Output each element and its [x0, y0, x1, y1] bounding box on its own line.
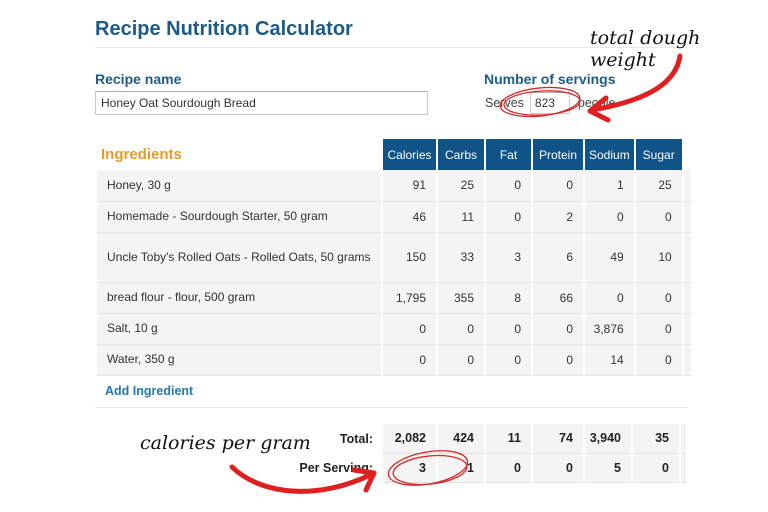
fat-cell: 0 [484, 201, 533, 233]
recipe-name-input[interactable] [95, 91, 428, 115]
ingredient-name[interactable]: Salt, 10 g [95, 313, 383, 345]
protein-cell: 0 [531, 344, 585, 376]
total-sugar: 35 [631, 424, 681, 454]
total-protein: 74 [531, 424, 585, 454]
protein-cell: 0 [531, 170, 585, 202]
per-serving-label: Per Serving: [280, 453, 382, 482]
carbs-cell: 33 [436, 232, 486, 283]
protein-cell: 0 [531, 313, 585, 345]
table-row[interactable]: Uncle Toby's Rolled Oats - Rolled Oats, … [95, 232, 693, 283]
per-serving-sodium: 5 [583, 453, 633, 483]
protein-cell: 6 [531, 232, 585, 283]
protein-cell: 66 [531, 282, 585, 314]
protein-cell: 2 [531, 201, 585, 233]
table-row[interactable]: Honey, 30 g 91 25 0 0 1 25 [95, 170, 693, 202]
carbs-cell: 25 [436, 170, 486, 202]
per-serving-calories: 3 [381, 453, 438, 483]
fat-cell: 3 [484, 232, 533, 283]
table-row[interactable]: bread flour - flour, 500 gram 1,795 355 … [95, 282, 693, 314]
column-header-fat[interactable]: Fat [484, 139, 533, 170]
column-header-protein[interactable]: Protein [531, 139, 585, 170]
servings-row: Serves people [485, 91, 615, 115]
sodium-cell: 14 [583, 344, 636, 376]
carbs-cell: 0 [436, 313, 486, 345]
calories-cell: 0 [381, 313, 438, 345]
calories-cell: 150 [381, 232, 438, 283]
servings-input[interactable] [529, 92, 570, 114]
carbs-cell: 355 [436, 282, 486, 314]
calories-cell: 1,795 [381, 282, 438, 314]
sugar-cell: 0 [633, 201, 684, 233]
fat-cell: 0 [484, 313, 533, 345]
table-row[interactable]: Homemade - Sourdough Starter, 50 gram 46… [95, 201, 693, 233]
ingredient-name[interactable]: bread flour - flour, 500 gram [95, 282, 383, 314]
total-calories: 2,082 [381, 424, 438, 454]
ingredient-name[interactable]: Uncle Toby's Rolled Oats - Rolled Oats, … [95, 232, 383, 283]
sodium-cell: 3,876 [583, 313, 636, 345]
table-row[interactable]: Water, 350 g 0 0 0 0 14 0 [95, 344, 693, 376]
per-serving-protein: 0 [531, 453, 585, 483]
sugar-cell: 10 [633, 232, 684, 283]
carbs-cell: 0 [436, 344, 486, 376]
total-row: Total: 2,082 424 11 74 3,940 35 [280, 424, 686, 454]
calories-cell: 0 [381, 344, 438, 376]
total-label: Total: [280, 424, 382, 453]
column-header-carbs[interactable]: Carbs [436, 139, 486, 170]
servings-label: Number of servings [484, 71, 616, 87]
ingredients-table: Calories Carbs Fat Protein Sodium Sugar … [95, 139, 693, 376]
add-ingredient-link[interactable]: Add Ingredient [105, 384, 194, 398]
calories-cell: 46 [381, 201, 438, 233]
carbs-cell: 11 [436, 201, 486, 233]
fat-cell: 0 [484, 170, 533, 202]
sodium-cell: 0 [583, 201, 636, 233]
table-divider [95, 407, 688, 408]
title-divider [95, 47, 688, 48]
fat-cell: 8 [484, 282, 533, 314]
sugar-cell: 25 [633, 170, 684, 202]
header-blank [96, 139, 382, 170]
sugar-cell: 0 [633, 344, 684, 376]
total-carbs: 424 [436, 424, 486, 454]
sodium-cell: 49 [583, 232, 636, 283]
column-header-calories[interactable]: Calories [381, 139, 438, 170]
per-serving-fat: 0 [484, 453, 533, 483]
annotation-calories-per-gram: calories per gram [140, 432, 311, 454]
ingredients-heading: Ingredients [101, 146, 182, 163]
annotation-dough-weight: total dough weight [590, 27, 701, 71]
recipe-name-label: Recipe name [95, 71, 182, 87]
column-header-sodium[interactable]: Sodium [583, 139, 636, 170]
sodium-cell: 0 [583, 282, 636, 314]
sodium-cell: 1 [583, 170, 636, 202]
total-fat: 11 [484, 424, 533, 454]
column-header-sugar[interactable]: Sugar [633, 139, 684, 170]
totals-table: Total: 2,082 424 11 74 3,940 35 Per Serv… [280, 424, 686, 483]
calories-cell: 91 [381, 170, 438, 202]
per-serving-sugar: 0 [631, 453, 681, 483]
serves-prefix: Serves [485, 96, 524, 110]
page-title: Recipe Nutrition Calculator [95, 18, 353, 40]
per-serving-row: Per Serving: 3 1 0 0 5 0 [280, 453, 686, 483]
total-sodium: 3,940 [583, 424, 633, 454]
serves-suffix: people [577, 96, 616, 110]
sugar-cell: 0 [633, 313, 684, 345]
sugar-cell: 0 [633, 282, 684, 314]
fat-cell: 0 [484, 344, 533, 376]
ingredient-name[interactable]: Honey, 30 g [95, 170, 383, 202]
ingredient-name[interactable]: Water, 350 g [95, 344, 383, 376]
table-row[interactable]: Salt, 10 g 0 0 0 0 3,876 0 [95, 313, 693, 345]
per-serving-carbs: 1 [436, 453, 486, 483]
ingredient-name[interactable]: Homemade - Sourdough Starter, 50 gram [95, 201, 383, 233]
